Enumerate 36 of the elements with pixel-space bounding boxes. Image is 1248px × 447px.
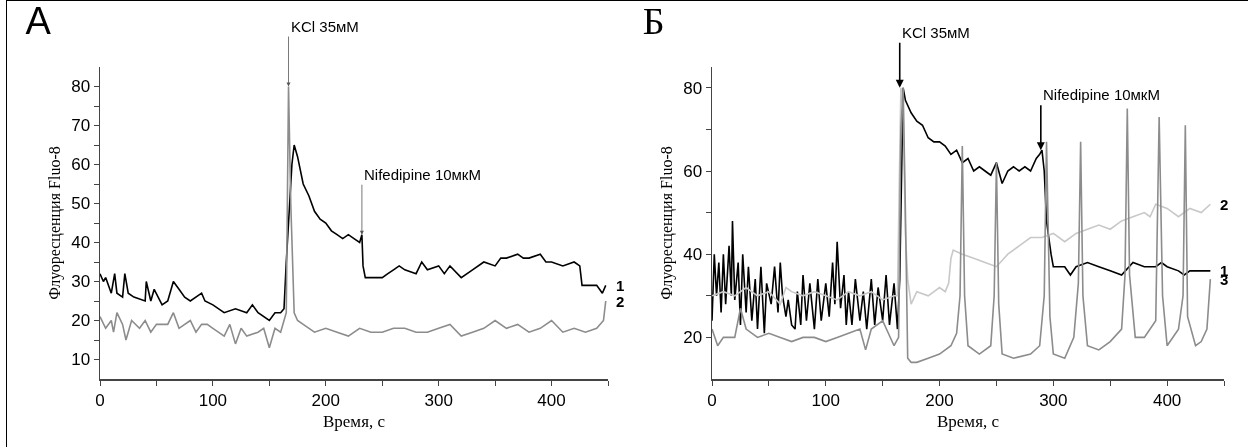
line-series	[100, 144, 607, 322]
x-axis-title: Время, с	[936, 412, 1000, 432]
annotation: Nifedipine 10мкМ	[1043, 86, 1160, 103]
x-tick-label: 100	[811, 390, 840, 410]
y-tick-label: 50	[71, 194, 91, 214]
x-tick-label: 0	[707, 390, 717, 410]
y-tick-label: 80	[683, 78, 703, 98]
x-axis-title: Время, с	[322, 412, 386, 432]
x-tick-label: 100	[198, 390, 228, 410]
y-tick-label: 20	[683, 328, 703, 348]
y-tick-label: 80	[71, 77, 91, 97]
y-tick-label: 60	[71, 155, 91, 175]
y-tick-label: 10	[71, 350, 91, 370]
annotation: KCl 35мМ	[902, 24, 970, 41]
annotation: Nifedipine 10мкМ	[364, 166, 481, 183]
y-tick-label: 70	[71, 116, 91, 136]
x-tick-label: 400	[537, 390, 566, 410]
annotation: KCl 35мМ	[291, 18, 359, 35]
y-tick-label: 40	[71, 233, 91, 253]
chart-title: А	[25, 0, 52, 43]
series-label: 2	[616, 293, 625, 310]
series-label: 1	[616, 277, 625, 294]
chart-title: Б	[642, 0, 665, 43]
y-axis-title: Флуоресценция Fluo-8	[46, 146, 65, 300]
y-tick-label: 20	[71, 311, 91, 331]
x-tick-label: 200	[311, 390, 340, 410]
x-tick-label: 0	[95, 390, 105, 410]
series-label: 2	[1220, 196, 1229, 213]
x-tick-label: 300	[424, 390, 453, 410]
y-tick-label: 30	[71, 272, 91, 292]
x-tick-label: 400	[1152, 390, 1182, 410]
x-tick-label: 200	[925, 390, 954, 410]
y-tick-label: 40	[683, 245, 703, 265]
y-axis-title: Флуоресценция Fluo-8	[658, 146, 677, 300]
x-tick-label: 300	[1039, 390, 1068, 410]
y-tick-label: 60	[683, 161, 703, 181]
